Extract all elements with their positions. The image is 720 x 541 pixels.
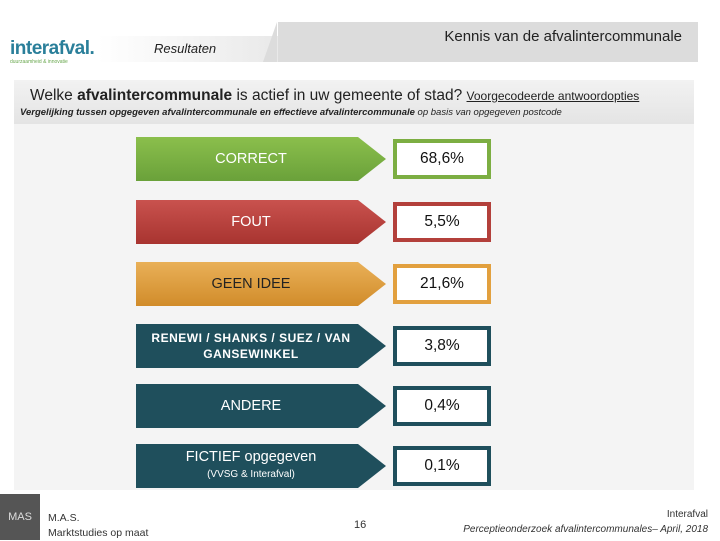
result-value: 0,4% — [424, 397, 460, 414]
result-row-geen-idee: GEEN IDEE 21,6% — [136, 262, 496, 306]
footer-org-name: M.A.S. — [48, 512, 80, 524]
logo-tagline: duurzaamheid & innovatie — [10, 59, 68, 65]
result-sublabel: (VVSG & Interafval) — [207, 469, 295, 480]
interafval-logo: interafval. duurzaamheid & innovatie — [10, 38, 95, 65]
result-label: ANDERE — [220, 398, 282, 414]
result-value-box: 0,4% — [393, 386, 491, 426]
result-arrow: ANDERE — [136, 384, 386, 428]
result-arrow: RENEWI / SHANKS / SUEZ / VAN GANSEWINKEL — [136, 324, 386, 368]
result-value-box: 21,6% — [393, 264, 491, 304]
logo-text: interafval. — [10, 38, 95, 59]
question-text: Welke afvalintercommunale is actief in u… — [30, 87, 639, 105]
title-bar-slant — [263, 22, 277, 62]
result-row-andere: ANDERE 0,4% — [136, 384, 496, 428]
footer-study: Perceptieonderzoek afvalintercommunales–… — [463, 524, 708, 535]
result-label: GEEN IDEE — [211, 276, 291, 292]
result-value-box: 3,8% — [393, 326, 491, 366]
result-arrow: FICTIEF opgegeven (VVSG & Interafval) — [136, 444, 386, 488]
title-bar-block — [278, 22, 698, 62]
result-label: FOUT — [231, 214, 271, 230]
page-title: Kennis van de afvalintercommunale — [444, 28, 682, 45]
result-row-fictief: FICTIEF opgegeven (VVSG & Interafval) 0,… — [136, 444, 496, 488]
result-row-renewi: RENEWI / SHANKS / SUEZ / VAN GANSEWINKEL… — [136, 324, 496, 368]
result-arrow: GEEN IDEE — [136, 262, 386, 306]
question-bold: afvalintercommunale — [77, 87, 233, 104]
footer-org-tagline: Marktstudies op maat — [48, 527, 149, 539]
mas-logo-text: MAS — [8, 511, 32, 523]
result-label: RENEWI / SHANKS / SUEZ / VAN GANSEWINKEL — [151, 331, 351, 361]
mas-logo: MAS — [0, 494, 40, 540]
answer-options-link[interactable]: Voorgecodeerde antwoordopties — [466, 89, 640, 103]
question-part1: Welke — [30, 87, 78, 104]
subtitle-bold: Vergelijking tussen opgegeven afvalinter… — [20, 107, 415, 118]
title-bar: Resultaten Kennis van de afvalintercommu… — [98, 22, 698, 62]
footer-source: Interafval Perceptieonderzoek afvalinter… — [463, 507, 708, 537]
footer-organization: M.A.S. Marktstudies op maat — [48, 511, 148, 541]
section-label: Resultaten — [154, 41, 217, 56]
result-arrow: CORRECT — [136, 137, 386, 181]
result-value-box: 0,1% — [393, 446, 491, 486]
result-label: FICTIEF opgegeven — [185, 449, 317, 465]
question-band: Welke afvalintercommunale is actief in u… — [14, 80, 694, 124]
result-value: 3,8% — [424, 337, 460, 354]
page-number: 16 — [354, 519, 367, 531]
result-label: CORRECT — [215, 151, 287, 167]
results-panel — [14, 124, 694, 490]
result-label-group: FICTIEF opgegeven (VVSG & Interafval) — [186, 449, 317, 483]
result-value: 21,6% — [420, 275, 464, 292]
question-subtitle: Vergelijking tussen opgegeven afvalinter… — [20, 107, 562, 118]
subtitle-rest: op basis van opgegeven postcode — [414, 107, 562, 118]
result-value: 5,5% — [424, 213, 460, 230]
result-arrow: FOUT — [136, 200, 386, 244]
footer-client: Interafval — [666, 509, 708, 520]
question-part2: is actief in uw gemeente of stad? — [232, 87, 467, 104]
result-value-box: 68,6% — [393, 139, 491, 179]
result-value-box: 5,5% — [393, 202, 491, 242]
result-value: 68,6% — [420, 150, 464, 167]
result-value: 0,1% — [424, 457, 460, 474]
result-row-fout: FOUT 5,5% — [136, 200, 496, 244]
result-row-correct: CORRECT 68,6% — [136, 137, 496, 181]
